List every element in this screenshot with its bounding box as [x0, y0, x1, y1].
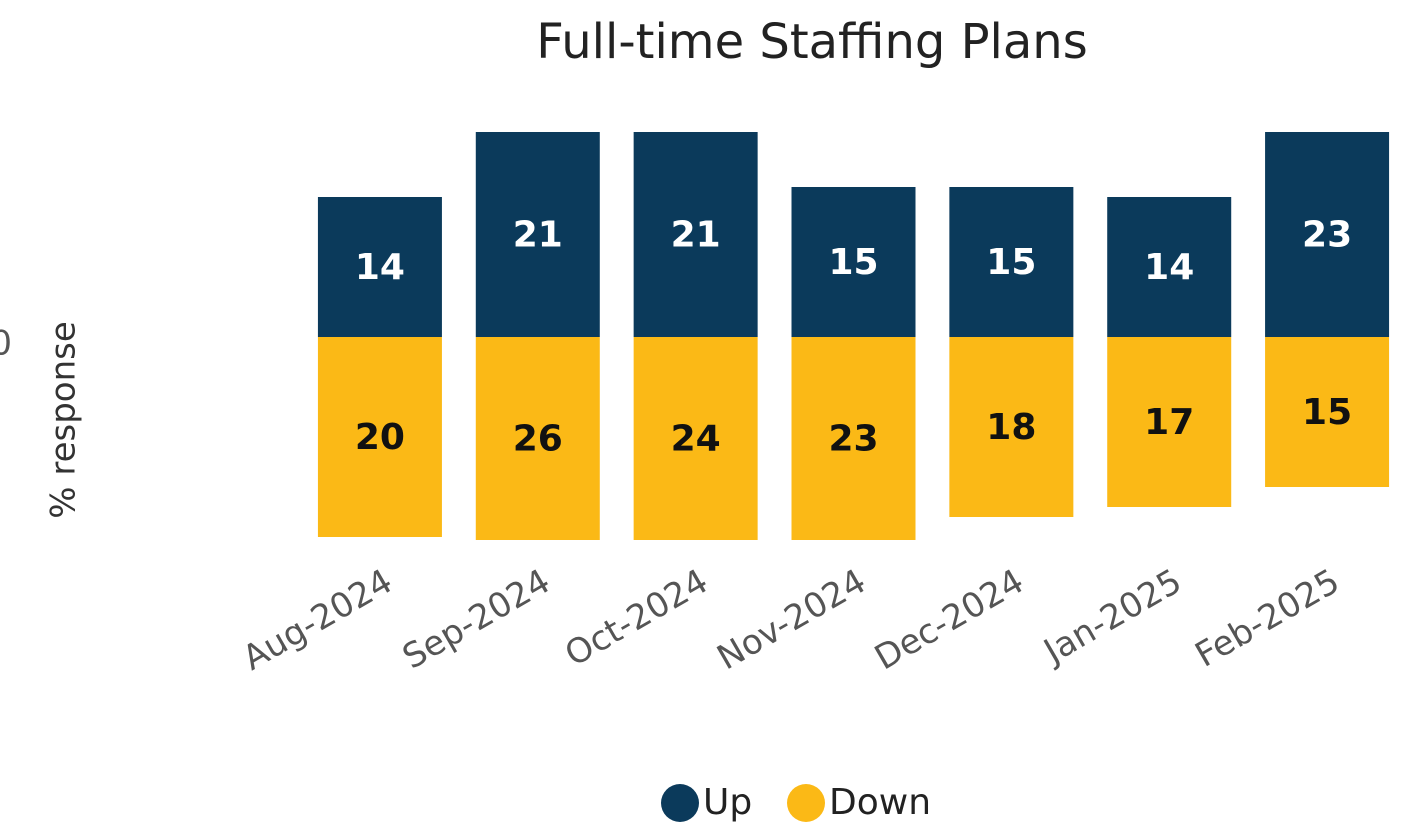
bar-segment	[317, 337, 442, 537]
bar-segment	[949, 337, 1074, 517]
data-label: 15	[986, 242, 1036, 283]
bar-segment	[791, 187, 916, 337]
data-label: 15	[1302, 392, 1352, 433]
data-label: 14	[1144, 247, 1194, 288]
bar-segment	[633, 337, 758, 540]
bar-segment	[1265, 337, 1390, 487]
x-tick-label: Aug-2024	[236, 561, 399, 678]
x-tick-label: Jan-2025	[1036, 561, 1189, 672]
data-label: 18	[986, 407, 1036, 448]
plot-area	[317, 132, 1390, 540]
bar-segment	[791, 337, 916, 540]
data-label: 23	[1302, 215, 1352, 256]
legend-marker	[787, 784, 825, 822]
data-label: 15	[828, 242, 878, 283]
bar-segment	[1107, 337, 1232, 507]
y-axis-title: % response	[44, 321, 84, 519]
bar-segment	[633, 132, 758, 337]
legend-marker	[661, 784, 699, 822]
data-label: 14	[355, 247, 405, 288]
data-label: 21	[671, 215, 721, 256]
bar-segment	[1107, 197, 1232, 337]
bar-segment	[1265, 132, 1390, 337]
x-tick-label: Nov-2024	[711, 561, 873, 678]
x-tick-label: Sep-2024	[396, 561, 557, 677]
data-label: 21	[513, 215, 563, 256]
y-tick-label: 0	[0, 324, 12, 364]
legend-label: Up	[703, 782, 752, 823]
bar-segment	[475, 337, 600, 540]
chart-title: Full-time Staffing Plans	[536, 14, 1087, 70]
data-label: 20	[355, 417, 405, 458]
data-label: 26	[513, 419, 563, 460]
bar-segment	[317, 197, 442, 337]
x-tick-label: Feb-2025	[1189, 561, 1347, 675]
x-tick-label: Dec-2024	[868, 561, 1031, 678]
data-label: 23	[828, 419, 878, 460]
bar-segment	[949, 187, 1074, 337]
data-label: 17	[1144, 402, 1194, 443]
legend-label: Down	[829, 782, 931, 823]
bar-segment	[475, 132, 600, 337]
x-tick-label: Oct-2024	[558, 561, 714, 674]
data-label: 24	[671, 419, 721, 460]
